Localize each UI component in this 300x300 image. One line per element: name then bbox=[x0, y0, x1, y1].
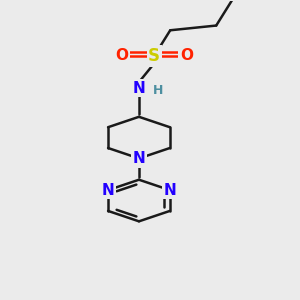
Text: N: N bbox=[133, 151, 145, 166]
Text: N: N bbox=[164, 183, 176, 198]
Text: O: O bbox=[116, 48, 128, 63]
Text: N: N bbox=[102, 183, 114, 198]
Text: H: H bbox=[152, 84, 163, 97]
Text: N: N bbox=[133, 81, 145, 96]
Text: O: O bbox=[180, 48, 193, 63]
Text: S: S bbox=[148, 47, 160, 65]
